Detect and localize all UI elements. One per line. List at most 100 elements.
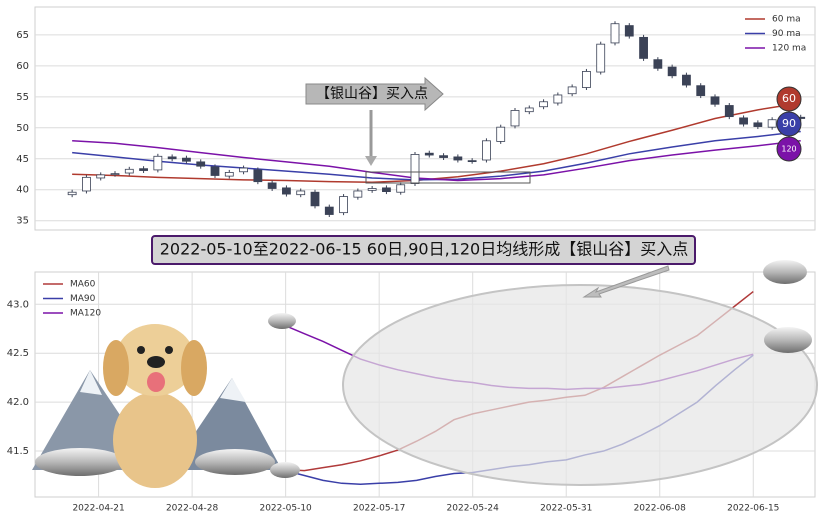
x-tick-label: 2022-06-15 [727,504,779,514]
legend-label: 120 ma [772,44,806,54]
candle-body [167,156,177,160]
candle-body [182,157,191,162]
mountain-snow [220,378,246,402]
ingot [763,260,807,284]
ingot [270,462,300,478]
legend-label: MA90 [70,294,96,304]
y-tick-label: 65 [16,30,29,41]
x-tick-label: 2022-06-08 [634,504,687,514]
candle-body [210,166,220,176]
banner-title: 2022-05-10至2022-06-15 60日,90日,120日均线形成【银… [160,240,689,259]
candle-body [253,169,263,183]
candle-body [653,59,663,69]
candle-body [367,188,377,191]
legend-label: 60 ma [772,15,801,25]
mountain [170,378,282,470]
candle-body [710,96,720,105]
candle-body [439,155,448,158]
dog-ear [181,340,207,396]
candle-body [524,107,534,113]
candle-body [239,167,248,173]
candle-body [124,168,134,174]
y-tick-label: 55 [16,92,29,103]
highlight-ellipse [342,284,818,486]
candle-chart: 35 40 45 50 55 60 65 60 ma 90 ma 120 ma [16,6,816,231]
candle-body [310,191,320,207]
y-tick-label: 50 [16,123,29,134]
candle-body [82,176,91,192]
candle-body [739,117,748,125]
y-tick-label: 60 [16,61,29,72]
ma-badge-label: 120 [781,145,796,154]
candle-body [382,187,391,192]
candle-body [196,161,206,167]
y-tick-label: 43.0 [7,299,29,310]
ma-badge [776,136,802,162]
annotation-pointer-head [365,156,377,166]
pointer-arrow [582,265,670,298]
candle-body [139,168,148,171]
y-tick-label: 40 [16,185,29,196]
candle-body [596,43,606,73]
ma-badge [776,111,802,137]
y-tick-label: 35 [16,216,29,227]
legend-label: MA60 [70,280,96,290]
candle-body [667,66,677,77]
ingot [764,327,812,353]
candle-body [482,140,491,161]
candle-body [496,126,506,142]
y-tick-label: 42.5 [7,348,29,359]
candle-body [282,187,291,195]
ma-badge-label: 90 [782,117,796,130]
x-tick-label: 2022-05-24 [447,504,500,514]
x-tick-label: 2022-04-21 [72,504,124,514]
ingot [268,313,296,329]
x-tick-label: 2022-05-17 [353,504,405,514]
dog-ear [103,340,129,396]
ingot [35,448,125,476]
dog-body [113,392,197,488]
y-tick-label: 45 [16,154,29,165]
candle-body [724,105,734,118]
candle-body [682,74,691,86]
candle-body [624,25,634,37]
ma-line [72,140,801,182]
legend-label: 90 ma [772,29,801,39]
ma-badge-label: 60 [782,92,796,105]
annotation-text: 【银山谷】买入点 [316,86,428,102]
ingot [195,449,275,475]
mountain-snow [80,370,102,395]
dog-eye [137,346,145,354]
dog-eye [165,346,173,354]
dog-tongue [147,372,165,392]
candle-body [639,36,648,59]
ma-badge [776,86,802,112]
x-tick-label: 2022-05-31 [540,504,592,514]
signal-box [365,171,531,184]
x-tick-label: 2022-05-10 [259,504,312,514]
candle-body [110,173,120,176]
x-tick-label: 2022-04-28 [166,504,219,514]
candle-body [224,171,234,177]
dog-nose [147,356,165,368]
candle-body [396,184,406,193]
decorations: 【银山谷】买入点 2022-05-10至2022-06-15 60日,90日,1… [32,76,818,488]
y-tick-label: 42.0 [7,397,29,408]
candle-body [582,71,591,88]
candle-body [96,174,106,179]
candle-body [339,196,348,214]
plot-frame [34,6,816,231]
candle-body [467,160,477,163]
y-tick-label: 41.5 [7,446,29,457]
candle-body [610,23,620,44]
candle-body [353,190,363,198]
candle-body [539,101,548,108]
candle-body [767,119,777,128]
candle-body [424,152,434,156]
candle-body [267,182,277,189]
candle-body [567,86,577,95]
banner-box [151,235,696,265]
candle-body [753,122,763,127]
candle-body [410,154,420,184]
